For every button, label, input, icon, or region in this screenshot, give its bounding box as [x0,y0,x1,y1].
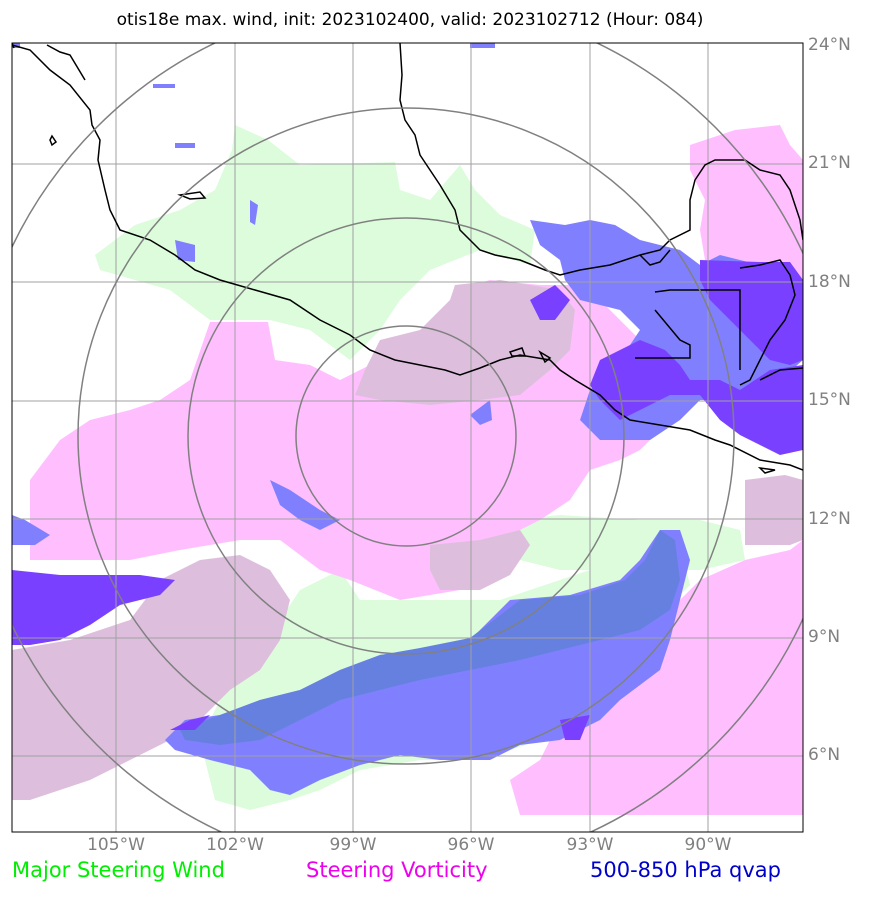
lat-label-12n: 12°N [808,509,851,529]
lon-label-90w: 90°W [684,835,732,855]
lon-label-105w: 105°W [87,835,145,855]
graticule [12,43,803,832]
legend-steering-wind: Major Steering Wind [12,858,225,882]
legend-qvap: 500-850 hPa qvap [590,858,781,882]
lat-label-15n: 15°N [808,390,851,410]
lon-label-102w: 102°W [206,835,264,855]
legend-steering-vorticity: Steering Vorticity [306,858,488,882]
lon-label-93w: 93°W [566,835,614,855]
lat-label-6n: 6°N [808,745,841,765]
lat-label-24n: 24°N [808,35,851,55]
lon-label-99w: 99°W [329,835,377,855]
overlap-regions [12,280,803,800]
qvap-regions [12,43,803,795]
lat-label-18n: 18°N [808,272,851,292]
lat-label-9n: 9°N [808,627,841,647]
map-frame [11,42,804,833]
map-title: otis18e max. wind, init: 2023102400, val… [116,10,704,30]
range-rings [12,43,803,832]
lon-label-96w: 96°W [447,835,495,855]
lat-label-21n: 21°N [808,153,851,173]
